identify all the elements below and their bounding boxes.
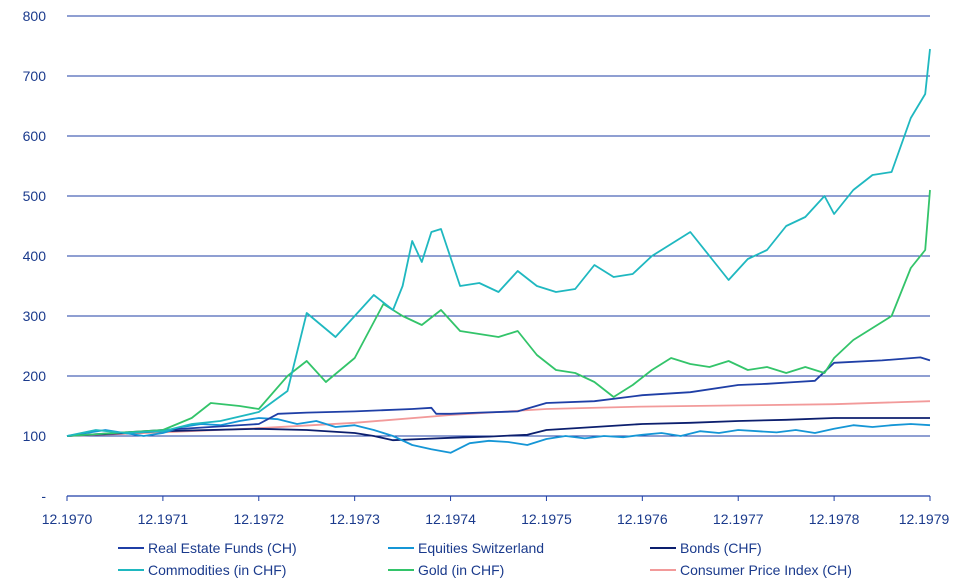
legend-swatch xyxy=(118,569,144,571)
x-tick-label: 12.1972 xyxy=(233,511,284,527)
legend-item: Gold (in CHF) xyxy=(388,562,504,578)
series-line-4 xyxy=(66,189,931,437)
grid-lines xyxy=(67,15,930,437)
x-axis xyxy=(66,495,931,501)
legend-label: Equities Switzerland xyxy=(418,540,545,556)
y-tick-label: 800 xyxy=(23,8,47,24)
x-axis-labels: 12.1970 12.1971 12.1972 12.1973 12.1974 12.19… xyxy=(42,511,950,527)
legend-item: Commodities (in CHF) xyxy=(118,562,286,578)
legend: Real Estate Funds (CH) Equities Switzerla… xyxy=(0,536,960,584)
legend-item: Consumer Price Index (CH) xyxy=(650,562,852,578)
x-tick-label: 12.1973 xyxy=(329,511,380,527)
legend-swatch xyxy=(650,569,676,571)
y-tick-label: 200 xyxy=(23,368,47,384)
legend-item: Real Estate Funds (CH) xyxy=(118,540,297,556)
x-tick-label: 12.1979 xyxy=(899,511,950,527)
y-tick-label: 700 xyxy=(23,68,47,84)
x-tick-label: 12.1977 xyxy=(713,511,764,527)
y-axis-labels: - 100 200 300 400 500 600 700 800 xyxy=(23,8,47,504)
y-tick-label: - xyxy=(41,488,46,504)
x-tick-label: 12.1978 xyxy=(809,511,860,527)
x-tick-label: 12.1976 xyxy=(617,511,668,527)
x-tick-label: 12.1974 xyxy=(425,511,476,527)
series-line-1 xyxy=(66,417,931,454)
x-tick-label: 12.1971 xyxy=(138,511,189,527)
legend-swatch xyxy=(650,547,676,549)
legend-swatch xyxy=(388,547,414,549)
series-line-0 xyxy=(66,356,931,437)
legend-swatch xyxy=(118,547,144,549)
y-tick-label: 300 xyxy=(23,308,47,324)
series-lines xyxy=(66,48,931,454)
y-tick-label: 600 xyxy=(23,128,47,144)
x-tick-label: 12.1970 xyxy=(42,511,93,527)
legend-swatch xyxy=(388,569,414,571)
legend-item: Bonds (CHF) xyxy=(650,540,762,556)
legend-item: Equities Switzerland xyxy=(388,540,544,556)
legend-label: Real Estate Funds (CH) xyxy=(148,540,297,556)
series-line-3 xyxy=(66,48,931,437)
x-tick-label: 12.1975 xyxy=(521,511,572,527)
legend-label: Gold (in CHF) xyxy=(418,562,505,578)
y-tick-label: 400 xyxy=(23,248,47,264)
series-line-2 xyxy=(66,417,930,442)
y-tick-label: 500 xyxy=(23,188,47,204)
legend-label: Commodities (in CHF) xyxy=(148,562,287,578)
legend-label: Consumer Price Index (CH) xyxy=(680,562,852,578)
legend-label: Bonds (CHF) xyxy=(680,540,762,556)
y-tick-label: 100 xyxy=(23,428,47,444)
